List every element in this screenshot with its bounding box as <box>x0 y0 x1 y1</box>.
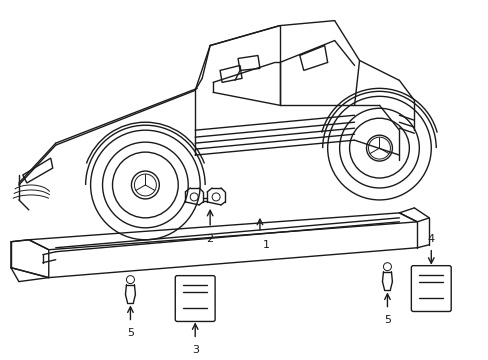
Text: 1: 1 <box>262 240 269 250</box>
Text: 4: 4 <box>427 234 434 244</box>
Text: 5: 5 <box>127 328 134 338</box>
Text: 5: 5 <box>383 315 390 325</box>
Text: 3: 3 <box>191 345 198 355</box>
Text: 2: 2 <box>206 234 213 244</box>
